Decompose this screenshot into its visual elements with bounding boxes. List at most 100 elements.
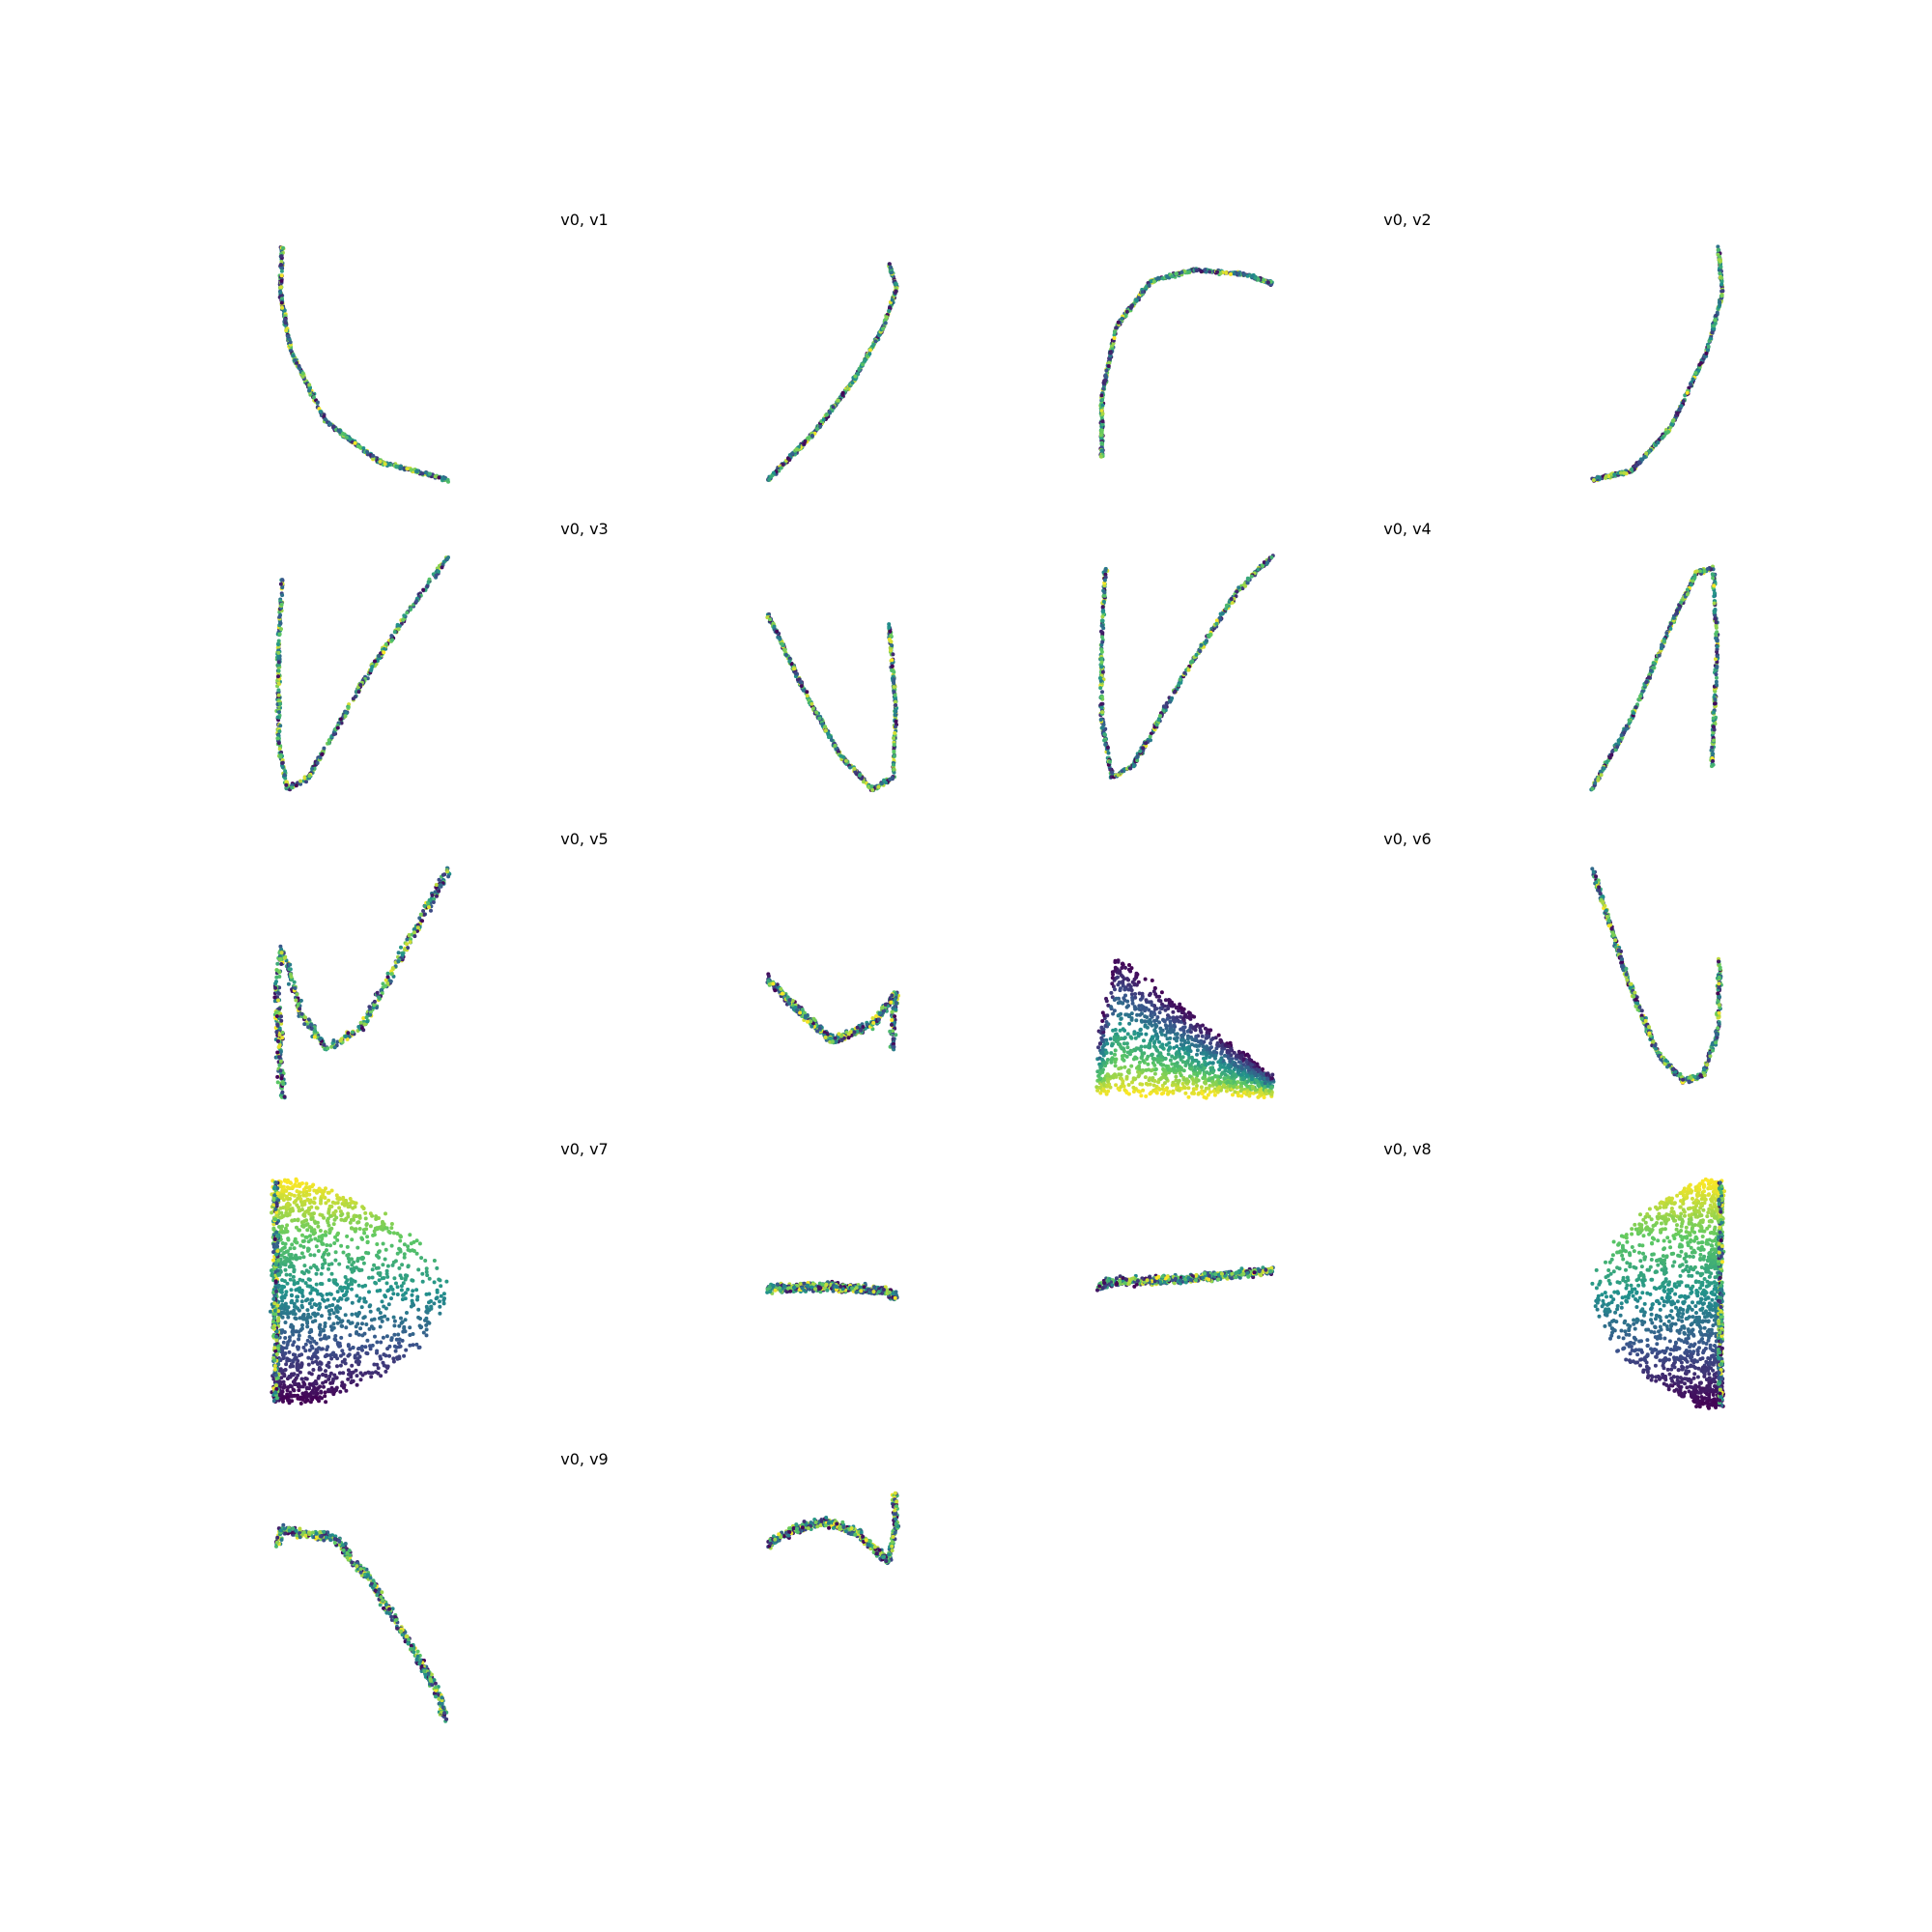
scatter-point: [1712, 583, 1717, 588]
scatter-point: [1131, 764, 1136, 769]
scatter-point: [1199, 270, 1204, 274]
scatter-point: [1710, 330, 1715, 335]
scatter-point: [375, 990, 380, 995]
scatter-point: [329, 1044, 334, 1049]
scatter-point: [276, 688, 281, 693]
scatter-point: [1591, 478, 1596, 482]
scatter-point: [1236, 271, 1241, 276]
scatter-point: [323, 417, 327, 422]
scatter-point: [1243, 583, 1248, 588]
scatter-point: [1692, 573, 1697, 578]
scatter-point: [383, 983, 387, 988]
scatter-point: [415, 925, 420, 930]
scatter-point: [1123, 314, 1128, 319]
scatter-point: [1186, 668, 1191, 672]
scatter-point: [1099, 660, 1104, 665]
scatter-point: [1100, 618, 1105, 623]
scatter-point: [283, 317, 288, 322]
scatter-point: [277, 614, 282, 619]
scatter-point: [1673, 611, 1678, 616]
scatter-point: [890, 664, 895, 668]
scatter-point: [385, 971, 390, 976]
scatter-point: [867, 348, 872, 353]
scatter-point: [889, 270, 894, 275]
scatter-point: [276, 639, 281, 643]
scatter-point: [302, 1015, 307, 1020]
scatter-point: [1604, 475, 1607, 480]
scatter-point: [802, 441, 807, 446]
scatter-point: [1100, 690, 1104, 695]
scatter-point: [280, 1090, 285, 1094]
scatter-point: [843, 758, 848, 763]
scatter-point: [405, 611, 410, 615]
scatter-point: [331, 732, 336, 737]
scatter-point: [428, 471, 432, 476]
scatter-point: [1713, 321, 1718, 326]
scatter-point: [274, 1030, 279, 1035]
scatter-point: [279, 285, 283, 290]
scatter-point: [1644, 451, 1649, 456]
scatter-point: [437, 889, 441, 894]
scatter-point: [276, 1038, 280, 1043]
scatter-point: [894, 703, 898, 707]
scatter-point: [1704, 351, 1709, 355]
scatter-point: [437, 877, 441, 882]
scatter-point: [298, 998, 303, 1003]
scatter-point: [322, 1042, 327, 1047]
scatter-point: [439, 883, 443, 888]
scatter-point: [286, 981, 291, 986]
scatter-point: [1116, 320, 1121, 325]
scatter-point: [829, 738, 834, 743]
scatter-point: [836, 398, 840, 403]
scatter-point: [852, 766, 857, 771]
scatter-point: [766, 974, 771, 979]
scatter-point: [394, 465, 399, 469]
scatter-point: [869, 784, 874, 789]
scatter-point: [889, 633, 894, 638]
scatter-point: [883, 321, 888, 326]
scatter-right: [766, 262, 899, 482]
scatter-point: [278, 1068, 283, 1073]
scatter-point: [1715, 675, 1719, 680]
scatter-point: [1711, 762, 1716, 767]
scatter-point: [278, 290, 283, 295]
scatter-point: [312, 1035, 317, 1039]
scatter-point: [1208, 270, 1212, 274]
scatter-point: [361, 1016, 366, 1020]
scatter-point: [382, 650, 386, 655]
scatter-point: [302, 1022, 307, 1027]
scatter-point: [278, 621, 283, 626]
scatter-point: [1677, 606, 1682, 611]
scatter-point: [277, 1007, 282, 1011]
scatter-point: [892, 762, 895, 767]
scatter-point: [344, 435, 349, 440]
scatter-point: [1598, 769, 1603, 774]
scatter-point: [312, 1028, 317, 1033]
scatter-point: [445, 477, 450, 482]
scatter-point: [1203, 268, 1208, 272]
scatter-point: [1187, 270, 1191, 274]
scatter-point: [1670, 418, 1675, 423]
scatter-point: [1637, 461, 1642, 466]
scatter-point: [838, 753, 843, 758]
scatter-point: [1102, 732, 1107, 737]
scatter-point: [418, 912, 423, 917]
scatter-point: [405, 937, 410, 942]
scatter-point: [440, 565, 444, 570]
scatter-point: [277, 632, 282, 637]
scatter-point: [1716, 247, 1720, 252]
scatter-point: [1669, 422, 1674, 427]
scatter-point: [1101, 599, 1106, 604]
scatter-point: [1720, 289, 1725, 294]
scatter-point: [1154, 723, 1159, 727]
scatter-point: [307, 774, 312, 779]
scatter-point: [1107, 357, 1112, 361]
scatter-point: [1706, 344, 1711, 349]
scatter-point: [1714, 632, 1719, 637]
scatter-point: [420, 919, 424, 923]
scatter-point: [1622, 470, 1627, 475]
scatter-point: [1654, 657, 1659, 662]
scatter-point: [1157, 276, 1162, 281]
scatter-point: [1147, 283, 1151, 288]
